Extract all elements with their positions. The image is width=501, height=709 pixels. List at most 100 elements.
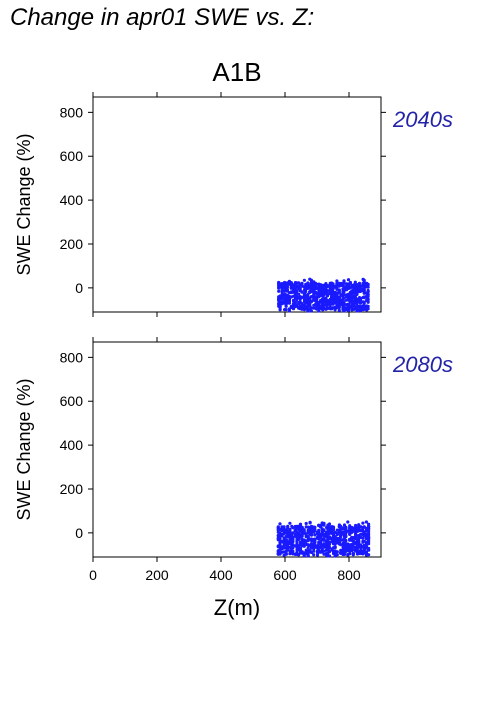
scatter-point (327, 550, 332, 554)
scatter-point (325, 294, 330, 298)
scatter-point (288, 530, 292, 534)
y-tick-label: 800 (60, 104, 84, 120)
y-axis-label: SWE Change (%) (14, 133, 34, 275)
scatter-point (358, 297, 363, 301)
scatter-point (288, 521, 292, 525)
scatter-point (291, 552, 295, 556)
scatter-point (335, 532, 339, 536)
scatter-point (325, 301, 330, 305)
scatter-point (325, 284, 330, 288)
scatter-point (319, 540, 323, 544)
scatter-point (342, 293, 346, 297)
scatter-point (308, 521, 312, 525)
scatter-point (291, 535, 295, 539)
scatter-point (322, 552, 326, 556)
scatter-point (362, 286, 366, 290)
scatter-point (306, 553, 310, 558)
scatter-point (335, 550, 339, 554)
scatter-point (353, 280, 357, 284)
scatter-point (339, 538, 343, 542)
scatter-point (325, 292, 330, 296)
y-tick-label: 0 (75, 280, 83, 296)
scatter-point (367, 542, 371, 546)
scatter-point (367, 553, 371, 557)
scatter-point (351, 552, 355, 556)
scatter-point (322, 538, 326, 542)
scatter-point (364, 544, 368, 548)
scatter-point (322, 532, 326, 537)
scatter-point (287, 301, 291, 305)
scatter-point (312, 549, 316, 553)
scatter-point (361, 521, 365, 525)
scatter-point (367, 522, 371, 526)
scatter-point (327, 525, 332, 530)
scatter-point (339, 543, 343, 547)
scatter-point (280, 300, 284, 304)
scatter-point (280, 294, 284, 298)
scatter-point (342, 552, 347, 557)
scatter-point (325, 289, 330, 293)
scatter-point (300, 290, 304, 294)
scatter-point (362, 282, 366, 286)
scatter-point (335, 293, 339, 297)
scatter-point (287, 309, 291, 313)
y-tick-label: 0 (75, 525, 83, 541)
scatter-point (300, 295, 304, 299)
scatter-point (293, 301, 297, 305)
scatter-point (366, 294, 370, 298)
chart-title: A1B (212, 57, 261, 87)
x-tick-label: 200 (145, 567, 169, 583)
scatter-point (342, 307, 346, 311)
plot-frame-2 (92, 341, 382, 558)
scatter-point (280, 290, 284, 294)
scatter-point (327, 540, 332, 544)
scatter-point (309, 288, 313, 292)
scatter-point (335, 296, 339, 300)
scatter-point (278, 308, 282, 312)
scatter-point (278, 536, 282, 540)
scatter-point (322, 542, 326, 547)
scatter-point (313, 543, 317, 547)
scatter-point (295, 289, 299, 293)
scatter-point (355, 302, 359, 306)
scatter-point (327, 546, 332, 550)
scatter-point (327, 530, 332, 534)
x-tick-label: 800 (337, 567, 361, 583)
scatter-point (295, 540, 299, 544)
scatter-point (355, 297, 359, 301)
scatter-point (366, 299, 370, 303)
scatter-point (362, 301, 366, 305)
scatter-point (291, 526, 295, 530)
y-tick-label: 400 (60, 192, 84, 208)
scatter-point (278, 304, 282, 308)
scatter-point (322, 545, 326, 549)
scatter-point (291, 543, 295, 547)
scatter-point (362, 279, 366, 284)
scatter-point (312, 553, 316, 557)
scatter-point (308, 548, 312, 552)
scatter-point (280, 297, 284, 301)
scatter-point (346, 278, 351, 282)
scatter-point (362, 291, 366, 295)
page-title: Change in apr01 SWE vs. Z: (10, 4, 315, 31)
scatter-point (367, 531, 371, 535)
y-tick-label: 600 (60, 148, 84, 164)
x-tick-label: 600 (273, 567, 297, 583)
scatter-point (302, 278, 306, 282)
scatter-point (331, 282, 335, 286)
y-tick-label: 200 (60, 236, 84, 252)
scatter-point (335, 279, 339, 283)
scatter-point (357, 538, 361, 542)
scatter-point (309, 300, 313, 304)
scatter-point (339, 527, 343, 532)
scatter-point (335, 300, 339, 305)
scatter-point (284, 304, 288, 308)
scatter-point (280, 534, 284, 538)
scatter-point (300, 307, 304, 311)
scatter-point (339, 535, 343, 540)
x-axis-label: Z(m) (214, 595, 260, 620)
scatter-point (366, 290, 370, 294)
scatter-points-1 (277, 277, 370, 313)
scatter-point (277, 289, 281, 293)
